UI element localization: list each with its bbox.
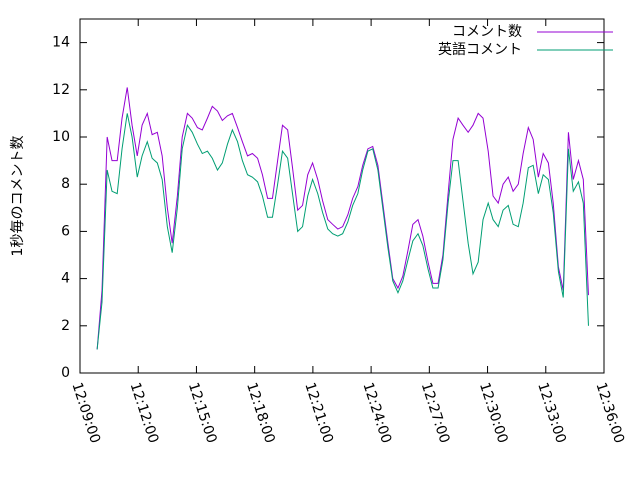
x-tick-label: 12:33:00 <box>534 381 569 446</box>
y-tick-label: 14 <box>52 35 70 51</box>
line-series <box>96 113 589 350</box>
x-tick-label: 12:15:00 <box>185 381 220 446</box>
y-tick-label: 12 <box>52 82 70 98</box>
x-tick-label: 12:18:00 <box>243 381 278 446</box>
legend-label: 英語コメント <box>438 41 522 58</box>
legend-label: コメント数 <box>452 24 522 40</box>
line-series <box>96 87 589 350</box>
y-tick-label: 4 <box>61 271 70 287</box>
x-tick-label: 12:21:00 <box>301 381 336 446</box>
y-tick-label: 8 <box>61 176 70 192</box>
x-tick-label: 12:12:00 <box>127 381 162 446</box>
y-tick-label: 2 <box>61 318 70 334</box>
x-tick-label: 12:27:00 <box>418 381 453 446</box>
x-tick-label: 12:09:00 <box>68 381 103 446</box>
plot-border <box>79 18 605 374</box>
x-tick-label: 12:24:00 <box>360 381 395 446</box>
y-tick-label: 10 <box>52 129 70 145</box>
x-tick-label: 12:30:00 <box>476 381 511 446</box>
y-tick-label: 6 <box>61 223 70 239</box>
x-tick-label: 12:36:00 <box>592 381 627 446</box>
y-axis-label: 1秒毎のコメント数 <box>10 136 26 257</box>
y-tick-label: 0 <box>61 365 70 381</box>
